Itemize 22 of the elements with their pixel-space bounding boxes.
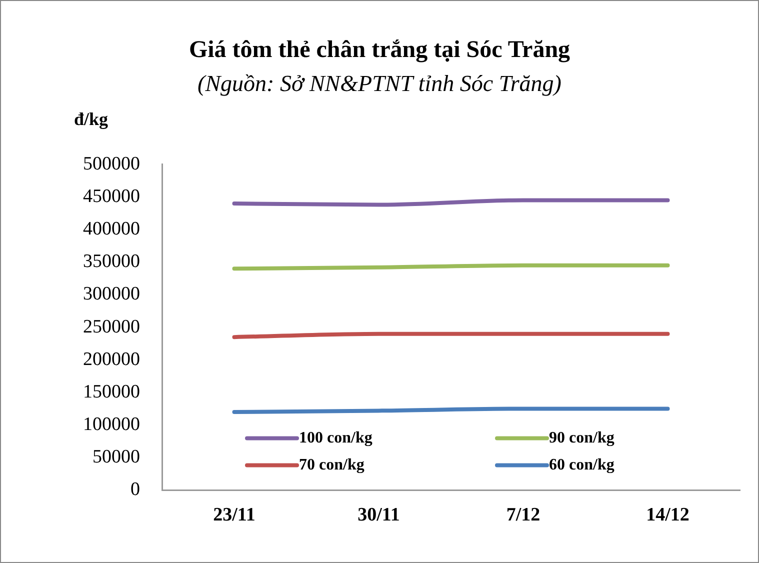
- legend-label: 100 con/kg: [299, 429, 372, 446]
- chart-title: Giá tôm thẻ chân trắng tại Sóc Trăng: [188, 37, 572, 64]
- y-axis-title: đ/kg: [74, 109, 108, 130]
- y-tick-label: 150000: [83, 381, 140, 402]
- legend-label: 90 con/kg: [549, 429, 614, 446]
- y-tick-label: 250000: [83, 316, 140, 338]
- y-tick-label: 500000: [83, 153, 140, 174]
- x-tick-label: 30/11: [358, 504, 400, 526]
- y-tick-label: 300000: [83, 284, 140, 305]
- y-tick-label: 200000: [83, 348, 140, 370]
- x-tick-label: 23/11: [213, 504, 256, 526]
- x-tick-label: 14/12: [646, 504, 690, 526]
- x-tick-label: 7/12: [506, 504, 540, 526]
- y-tick-label: 400000: [83, 218, 140, 240]
- y-tick-label: 100000: [83, 414, 140, 436]
- legend-label: 60 con/kg: [549, 456, 614, 474]
- y-tick-label: 350000: [83, 251, 140, 272]
- chart-subtitle: (Nguồn: Sở NN&PTNT tỉnh Sóc Trăng): [196, 71, 562, 97]
- y-tick-label: 0: [130, 479, 140, 500]
- legend-label: 70 con/kg: [299, 456, 364, 474]
- y-tick-label: 50000: [92, 446, 140, 468]
- y-tick-label: 450000: [83, 186, 140, 207]
